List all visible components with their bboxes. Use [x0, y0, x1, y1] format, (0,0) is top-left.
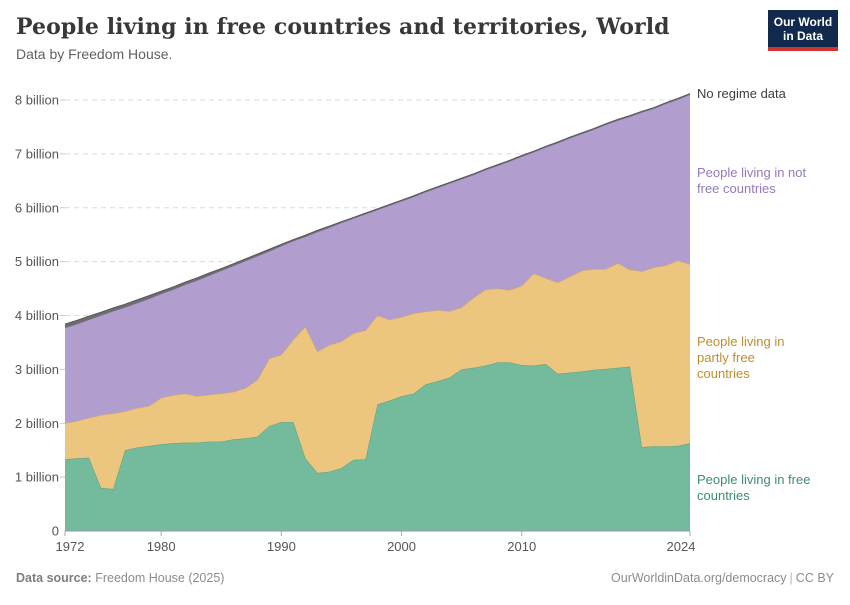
area-free[interactable]: [65, 362, 690, 531]
y-axis-label: 5 billion: [15, 254, 59, 269]
data-source: Data source: Freedom House (2025): [16, 571, 224, 585]
x-axis-label-1980: 1980: [147, 539, 176, 554]
attribution-separator: |: [789, 571, 793, 585]
legend-label-line: countries: [697, 488, 750, 503]
legend-label-partly-free[interactable]: People living in partly free countries: [697, 334, 847, 382]
owid-logo[interactable]: Our World in Data: [768, 10, 838, 51]
x-axis-label-2010: 2010: [507, 539, 536, 554]
area-partly-free[interactable]: [65, 260, 690, 489]
license-label: CC BY: [795, 571, 834, 585]
legend-label-free[interactable]: People living in free countries: [697, 472, 847, 504]
y-axis-label: 2 billion: [15, 416, 59, 431]
x-axis-label-1972: 1972: [56, 539, 85, 554]
x-axis-label-1990: 1990: [267, 539, 296, 554]
legend-label-no-regime-data[interactable]: No regime data: [697, 86, 847, 102]
y-axis-label: 7 billion: [15, 146, 59, 161]
y-axis-label: 1 billion: [15, 470, 59, 485]
legend-label-line: free countries: [697, 181, 776, 196]
page-subtitle: Data by Freedom House.: [16, 46, 173, 63]
legend-label-line: People living in free: [697, 472, 811, 487]
y-axis-label: 4 billion: [15, 308, 59, 323]
x-axis-label-2000: 2000: [387, 539, 416, 554]
legend-label-line: People living in not: [697, 165, 807, 180]
legend-label-line: No regime data: [697, 86, 786, 101]
owid-url-link[interactable]: OurWorldinData.org/democracy: [611, 571, 787, 585]
attribution: OurWorldinData.org/democracy | CC BY: [611, 571, 834, 585]
y-axis-label: 8 billion: [15, 93, 59, 108]
y-axis-label: 6 billion: [15, 200, 59, 215]
area-not-free[interactable]: [65, 94, 690, 424]
line-no-regime-data: [64, 93, 691, 325]
area-no-regime-data[interactable]: [65, 93, 690, 328]
x-axis-label-2024: 2024: [667, 539, 696, 554]
owid-logo-line1: Our World: [773, 14, 833, 29]
legend-label-line: People living in: [697, 334, 785, 349]
legend-label-line: countries: [697, 366, 750, 381]
chart-footer: Data source: Freedom House (2025) OurWor…: [16, 568, 834, 588]
chart-header: People living in free countries and terr…: [16, 14, 756, 62]
data-source-label: Data source:: [16, 571, 92, 585]
y-axis-label: 0: [52, 524, 59, 539]
legend-label-not-free[interactable]: People living in not free countries: [697, 165, 847, 197]
data-source-value: Freedom House (2025): [95, 571, 225, 585]
legend-label-line: partly free: [697, 350, 755, 365]
page-title: People living in free countries and terr…: [16, 14, 670, 40]
owid-logo-line2: in Data: [782, 28, 823, 43]
y-axis-label: 3 billion: [15, 362, 59, 377]
